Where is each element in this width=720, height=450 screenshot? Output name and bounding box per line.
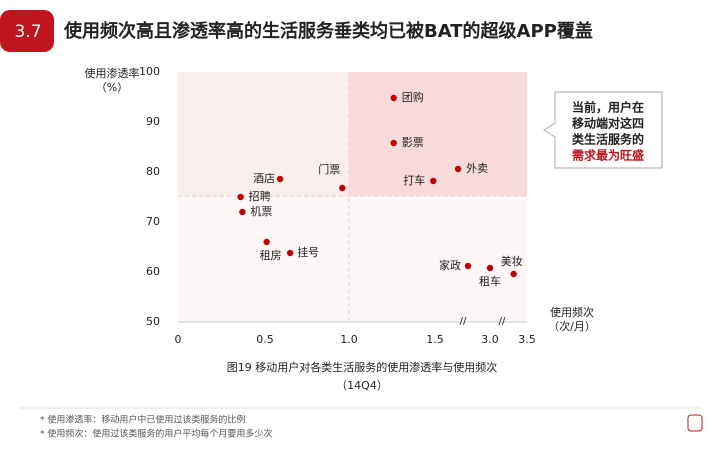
callout-text: 移动端对这四 (572, 116, 644, 131)
callout-text: 当前，用户在 (572, 100, 644, 115)
point-label: 租车 (479, 274, 501, 288)
y-tick-label: 90 (146, 115, 160, 128)
point (464, 262, 472, 270)
point (430, 177, 437, 185)
point-label: 家政 (439, 258, 461, 272)
point-label: 外卖 (466, 162, 488, 175)
point-label: 机票 (250, 204, 272, 218)
point (390, 94, 397, 102)
callout-text: 需求最为旺盛 (572, 148, 644, 163)
quadrant (349, 72, 527, 196)
point-label: 团购 (402, 90, 424, 104)
x-tick-label: 1.5 (426, 333, 444, 346)
quadrant (178, 72, 349, 196)
point (239, 208, 246, 216)
point (454, 165, 462, 173)
x-axis-label: 使用频次 (550, 305, 594, 319)
point-label: 打车 (403, 173, 425, 187)
y-tick-label: 50 (146, 315, 160, 328)
point-label: 招聘 (249, 189, 271, 203)
axis-break: // (460, 316, 467, 327)
y-tick-label: 70 (146, 215, 160, 228)
y-axis-label: 使用渗透率 (85, 66, 140, 80)
point-label: 美妆 (501, 255, 523, 268)
x-tick-label: 1.0 (340, 333, 358, 346)
point (339, 184, 346, 192)
y-tick-label: 100 (139, 65, 160, 78)
point (237, 193, 244, 201)
x-tick-label: 0 (175, 333, 182, 346)
point (510, 270, 517, 278)
y-tick-label: 80 (146, 165, 160, 178)
point-label: 酒店 (253, 171, 275, 185)
seal (687, 414, 703, 432)
point (287, 249, 294, 257)
point-label: 挂号 (297, 245, 319, 259)
callout-box (543, 91, 663, 169)
y-axis-label: （%） (96, 81, 128, 94)
point (486, 264, 494, 272)
footnote: * 使用渗透率：移动用户中已使用过该类服务的比例 (40, 414, 245, 426)
title: 使用频次高且渗透率高的生活服务垂类均已被BAT的超级APP覆盖 (63, 20, 593, 42)
point (276, 175, 284, 183)
x-axis-label: （次/月） (548, 319, 596, 333)
axis-break: // (499, 316, 506, 327)
point (390, 139, 397, 147)
quadrant (178, 196, 527, 322)
point (263, 238, 270, 246)
caption-period: （14Q4） (336, 379, 388, 392)
badge: 3.7 (14, 22, 41, 42)
x-tick-label: 3.5 (518, 333, 536, 346)
point-label: 租房 (260, 249, 282, 262)
callout-text: 类生活服务的 (572, 132, 644, 147)
x-tick-label: 0.5 (256, 333, 274, 346)
point-label: 门票 (318, 162, 340, 176)
badge-bg (0, 10, 54, 52)
x-tick-label: 3.0 (481, 333, 499, 346)
y-tick-label: 60 (146, 265, 160, 278)
point-label: 影票 (402, 136, 424, 149)
caption: 图19 移动用户对各类生活服务的使用渗透率与使用频次 (227, 360, 498, 374)
footnote: * 使用频次：使用过该类服务的用户平均每个月要用多少次 (40, 428, 272, 440)
